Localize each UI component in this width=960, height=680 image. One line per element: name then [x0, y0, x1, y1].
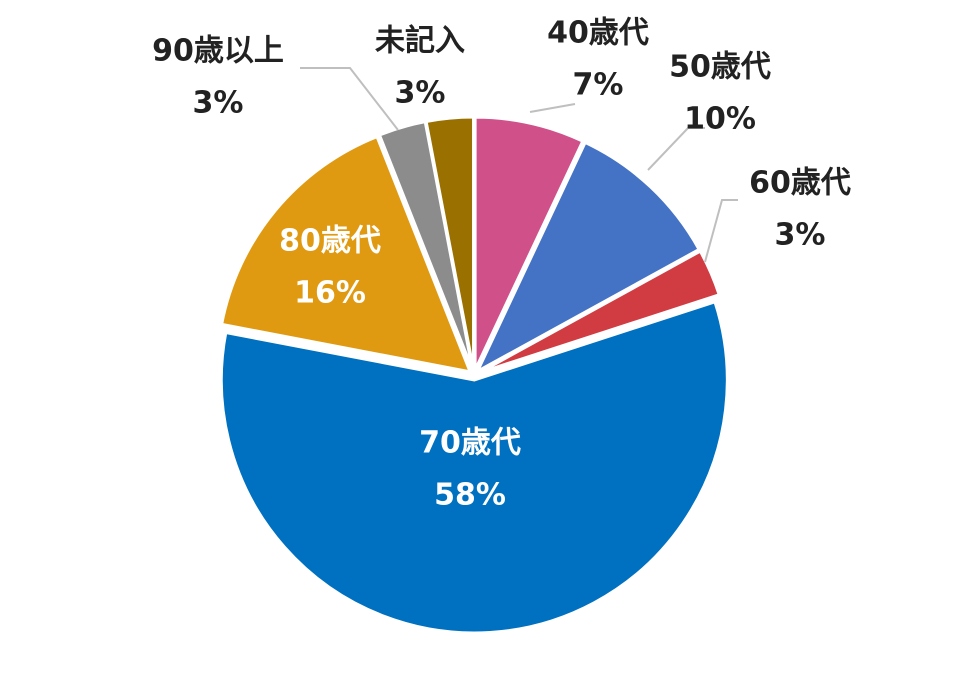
slice-category-label: 70歳代 [419, 426, 521, 461]
slice-value-label: 7% [573, 68, 624, 103]
pie-slice [477, 249, 722, 375]
pie-slice [473, 115, 585, 371]
leader-line [300, 67, 399, 131]
leader-line [529, 103, 576, 113]
slice-value-label: 3% [395, 76, 446, 111]
pie-slice [474, 140, 702, 375]
slice-value-label: 10% [684, 102, 756, 137]
leader-line [647, 127, 705, 171]
slice-category-label: 60歳代 [749, 166, 851, 201]
pie-slice [219, 134, 473, 374]
slice-value-label: 3% [775, 218, 826, 253]
slice-value-label: 16% [294, 276, 366, 311]
slice-category-label: 40歳代 [547, 16, 649, 51]
pie-slice [424, 115, 476, 371]
slice-category-label: 80歳代 [279, 224, 381, 259]
slice-category-label: 未記入 [375, 24, 465, 59]
pie-slice [219, 299, 729, 635]
leader-line [704, 199, 738, 263]
slice-value-label: 58% [434, 478, 506, 513]
slice-category-label: 90歳以上 [152, 34, 284, 69]
slice-category-label: 50歳代 [669, 50, 771, 85]
slice-value-label: 3% [193, 86, 244, 121]
